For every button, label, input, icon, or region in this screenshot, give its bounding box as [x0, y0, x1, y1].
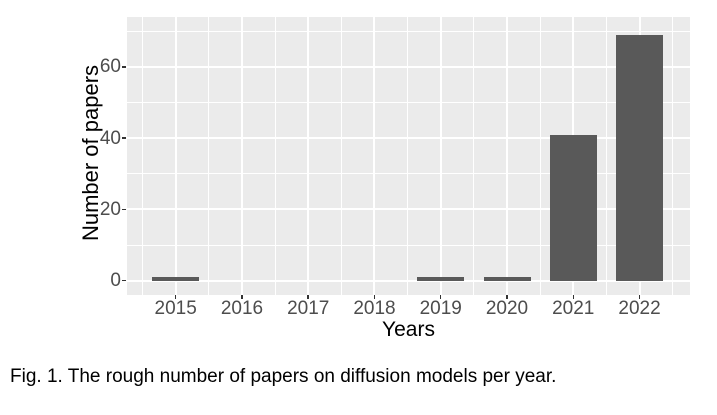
bar-2015	[152, 277, 200, 281]
x-tick-label: 2019	[419, 298, 462, 319]
bar-2019	[417, 277, 465, 281]
y-tick-label: 40	[99, 127, 121, 149]
gridline-minor-x	[274, 17, 276, 295]
y-tick-label: 20	[99, 198, 121, 220]
gridline-major-y	[127, 137, 690, 140]
x-tick-label: 2015	[154, 298, 197, 319]
x-tick-mark	[307, 295, 309, 299]
bar-2022	[616, 34, 664, 281]
gridline-major-x	[506, 17, 508, 295]
gridline-major-y	[127, 208, 690, 211]
gridline-minor-x	[340, 17, 342, 295]
x-tick-label: 2018	[353, 298, 396, 319]
x-tick-label: 2016	[220, 298, 264, 319]
y-tick-label: 0	[110, 270, 121, 292]
y-tick-mark	[122, 66, 126, 68]
gridline-minor-y	[127, 173, 690, 175]
y-tick-mark	[122, 279, 126, 282]
gridline-minor-x	[473, 17, 475, 295]
gridline-major-x	[373, 17, 376, 295]
x-tick-mark	[506, 295, 508, 299]
gridline-major-x	[307, 17, 310, 295]
gridline-major-x	[240, 17, 243, 295]
figure-caption: Fig. 1. The rough number of papers on di…	[10, 366, 557, 387]
x-tick-label: 2021	[552, 298, 595, 319]
x-tick-mark	[241, 295, 243, 299]
gridline-minor-y	[127, 244, 690, 246]
x-tick-mark	[638, 295, 641, 299]
gridline-minor-y	[127, 102, 690, 104]
gridline-minor-x	[407, 17, 409, 295]
gridline-minor-x	[142, 17, 144, 295]
gridline-major-x	[439, 17, 442, 295]
x-tick-mark	[174, 295, 177, 299]
y-tick-mark	[122, 137, 126, 139]
gridline-minor-x	[605, 17, 607, 295]
bar-2020	[483, 277, 531, 281]
gridline-major-x	[174, 17, 177, 295]
plot-panel	[127, 17, 690, 295]
bar-2021	[549, 134, 597, 281]
x-axis-title: Years	[382, 318, 435, 341]
gridline-minor-x	[208, 17, 210, 295]
gridline-minor-y	[127, 30, 690, 32]
gridline-minor-x	[539, 17, 541, 295]
x-tick-mark	[572, 295, 574, 299]
gridline-major-y	[127, 279, 690, 282]
gridline-minor-x	[672, 17, 674, 295]
gridline-major-y	[127, 65, 690, 68]
x-tick-label: 2017	[287, 298, 330, 319]
y-tick-label: 60	[99, 56, 121, 78]
x-tick-mark	[439, 295, 442, 299]
y-tick-mark	[122, 208, 126, 211]
x-tick-label: 2022	[618, 298, 661, 319]
x-tick-label: 2020	[485, 298, 529, 319]
x-tick-mark	[373, 295, 376, 299]
